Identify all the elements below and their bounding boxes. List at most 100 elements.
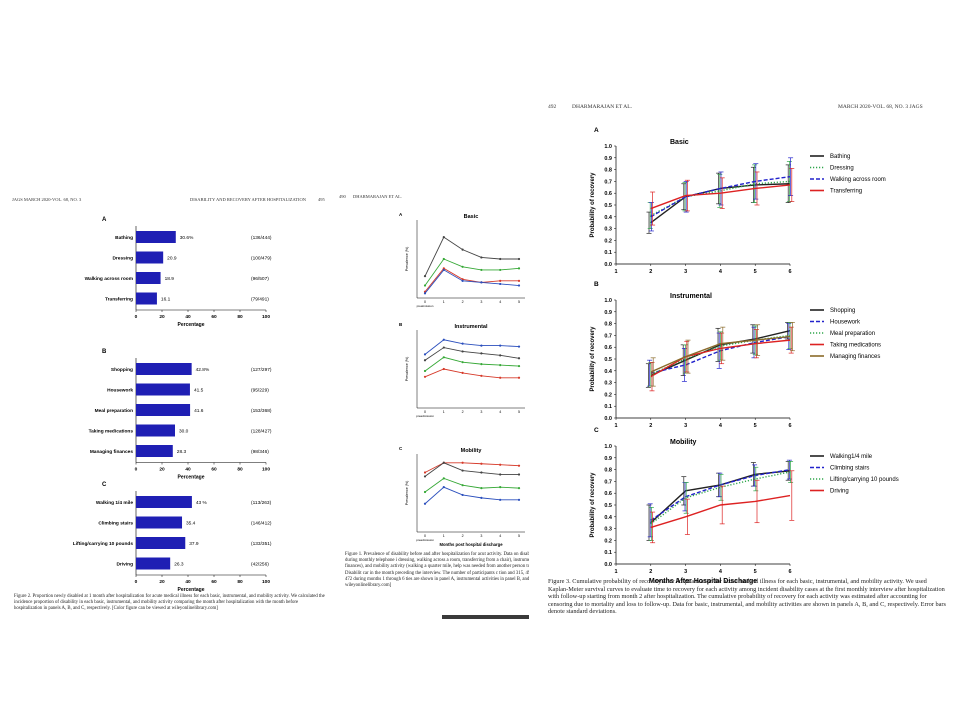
- bar-category-label: Walking across room: [85, 276, 133, 282]
- series-point: [499, 354, 502, 357]
- x-tick-label: 60: [211, 467, 217, 473]
- series-point: [517, 473, 521, 476]
- series-line: [424, 269, 520, 294]
- legend-label: Walking1/4 mile: [830, 454, 873, 460]
- x-tick-label: 80: [237, 579, 243, 585]
- series-point: [499, 364, 502, 367]
- series-line: [424, 258, 520, 286]
- legend-label: Meal preparation: [830, 331, 875, 337]
- bar-category-label: Managing finances: [90, 449, 134, 455]
- bar-value-label: 41.5: [194, 388, 204, 394]
- bar: [136, 537, 186, 549]
- middle-page: 490 DHARMARAJAN ET AL. A Basic Prevalence …: [337, 190, 529, 630]
- y-axis-title: Probability of recovery: [590, 172, 596, 238]
- bar-value-label: 30.6%: [180, 235, 194, 241]
- bar: [136, 363, 192, 375]
- series-point: [499, 498, 502, 501]
- bar-category-label: Lifting/carrying 10 pounds: [73, 541, 134, 547]
- y-tick-label: 0.3: [604, 227, 612, 233]
- x-tick-label: 1: [443, 410, 445, 414]
- legend-label: Lifting/carrying 10 pounds: [830, 477, 899, 483]
- x-axis-title: Percentage: [178, 587, 205, 593]
- x-tick-label: 0: [135, 467, 138, 473]
- panel-letter: A: [594, 127, 599, 134]
- x-tick-label: 2: [462, 300, 464, 304]
- y-tick-label: 0.0: [604, 262, 612, 268]
- series-point: [423, 369, 427, 373]
- series-point: [517, 376, 521, 379]
- bar-panel-b: B Shopping 42.8% (127/297) Housework 41.5 (95/…: [89, 349, 272, 481]
- y-tick-label: 0.7: [604, 479, 612, 485]
- bar-value-label: 26.3: [174, 562, 184, 568]
- x-tick-label: 3: [684, 569, 687, 575]
- series-point: [442, 356, 445, 359]
- y-tick-label: 0.7: [604, 333, 612, 339]
- x-tick-label: 5: [754, 569, 757, 575]
- y-tick-label: 0.1: [604, 550, 612, 556]
- x-tick-label: 2: [649, 423, 652, 429]
- x-tick-label: 4: [499, 410, 501, 414]
- x-tick-label: 100: [262, 314, 270, 320]
- figure-3-recovery-charts: A Basic 0.0 0.1 0.2 0.3 0.4 0.5 0.6 0.7 0.8 0.9 1.0 1…: [590, 127, 899, 585]
- bar-count-label: (100/479): [251, 256, 272, 262]
- bar-category-label: Driving: [116, 562, 133, 568]
- bar-category-label: Taking medications: [89, 429, 134, 435]
- series-point: [480, 496, 483, 499]
- y-axis-title: Probability of recovery: [590, 472, 596, 538]
- series-point: [480, 471, 483, 474]
- legend-label: Shopping: [830, 308, 855, 314]
- legend-label: Taking medications: [830, 343, 881, 349]
- x-tick-label: 4: [719, 569, 723, 575]
- bar: [136, 496, 192, 508]
- bar-count-label: (95/229): [251, 388, 269, 394]
- recovery-panel-c: C Mobility 0.0 0.1 0.2 0.3 0.4 0.5 0.6 0.7 0.8 0.9 1…: [590, 427, 899, 585]
- x-tick-label: 2: [462, 410, 464, 414]
- recovery-panel-a: A Basic 0.0 0.1 0.2 0.3 0.4 0.5 0.6 0.7 0.8 0.9 1.0 1…: [590, 127, 886, 275]
- series-point: [442, 486, 445, 489]
- series-point: [517, 279, 521, 282]
- y-tick-label: 0.9: [604, 310, 612, 316]
- x-tick-label: 0: [424, 410, 426, 414]
- legend-label: Climbing stairs: [830, 466, 869, 472]
- series-point: [480, 268, 483, 272]
- x-tick-label: 5: [518, 534, 520, 538]
- middle-page-header-left: 490: [339, 194, 346, 199]
- y-tick-label: 0.8: [604, 168, 612, 174]
- bar-count-label: (153/368): [251, 408, 272, 414]
- panel-letter: B: [399, 322, 403, 327]
- series-point: [499, 344, 502, 347]
- x-tick-label: 1: [614, 423, 617, 429]
- page-footer-bar: [442, 615, 529, 619]
- series-line: [424, 347, 520, 361]
- panel-title: Mobility: [670, 439, 697, 446]
- figure-2-caption: Figure 2. Proportion newly disabled at 1…: [14, 594, 325, 611]
- series-point: [480, 281, 483, 284]
- series-point: [499, 376, 502, 379]
- series-point: [423, 284, 427, 287]
- x-tick-label: 20: [159, 467, 165, 473]
- series-point: [461, 469, 464, 472]
- series-line: [424, 486, 519, 505]
- series-point: [423, 471, 427, 474]
- legend-label: Dressing: [830, 166, 854, 172]
- series-point: [517, 257, 521, 261]
- bar-count-label: (79/491): [251, 297, 269, 303]
- series-point: [423, 375, 427, 378]
- bar-value-label: 42.8%: [196, 367, 210, 373]
- series-line: [424, 477, 520, 493]
- series-point: [423, 292, 427, 295]
- figure-3-caption: Figure 3. Cumulative probability of reco…: [548, 578, 946, 616]
- x-tick-label: 1: [443, 534, 445, 538]
- bar: [136, 251, 164, 264]
- bar-count-label: (96/507): [251, 276, 269, 282]
- series-point: [423, 502, 427, 505]
- x-tick-label: 0: [135, 579, 138, 585]
- series-point: [461, 350, 464, 353]
- y-tick-label: 1.0: [604, 444, 612, 450]
- x-tick-label: 0: [424, 300, 426, 304]
- right-page-header-right: MARCH 2020-VOL. 68, NO. 3 JAGS: [838, 104, 923, 110]
- bar-panel-a: A Bathing 30.6% (136/444) Dressing 20.9 (100/4…: [85, 217, 272, 328]
- y-tick-label: 0.7: [604, 179, 612, 185]
- right-page-header-center: DHARMARAJAN ET AL.: [572, 104, 632, 110]
- series-line: [650, 335, 791, 373]
